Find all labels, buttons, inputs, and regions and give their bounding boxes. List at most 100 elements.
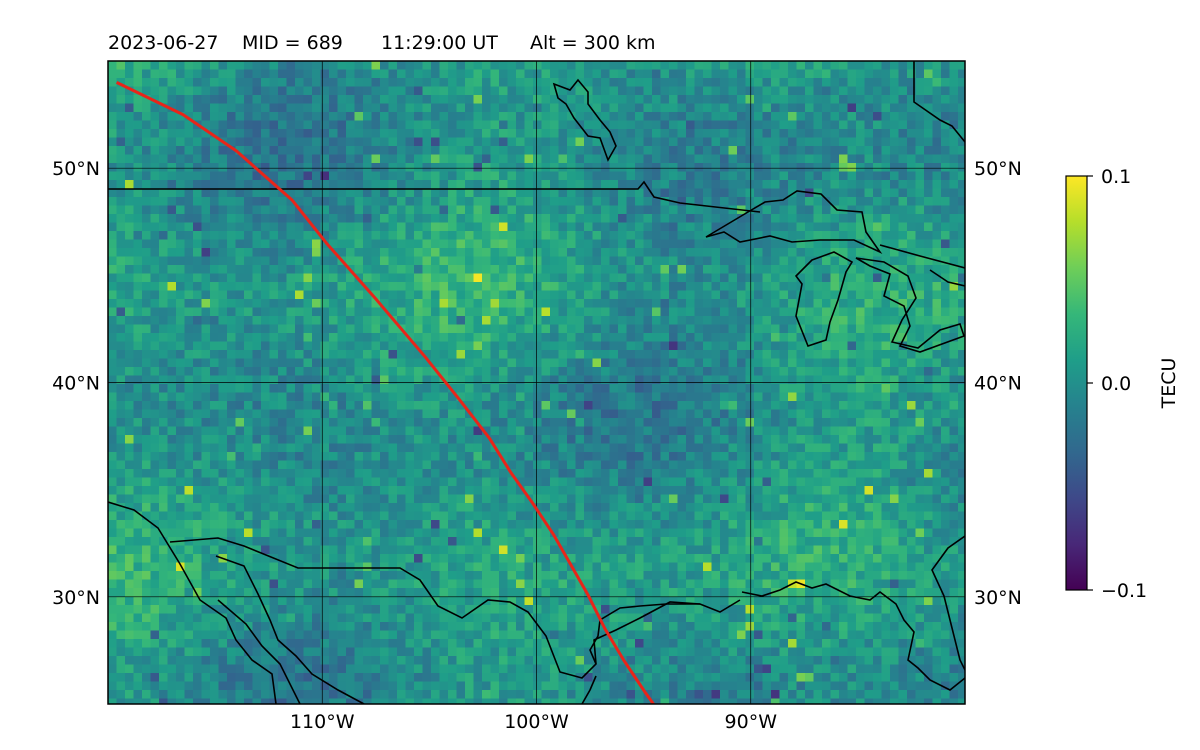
tec-cell: [329, 163, 339, 173]
tec-cell: [439, 469, 449, 479]
tec-cell: [218, 469, 228, 479]
tec-cell: [788, 95, 798, 105]
tec-cell: [694, 409, 704, 419]
tec-cell: [762, 452, 772, 462]
tec-cell: [405, 256, 415, 266]
tec-cell: [635, 358, 645, 368]
tec-cell: [490, 333, 500, 343]
tec-cell: [839, 435, 849, 445]
tec-cell: [771, 375, 781, 385]
tec-cell: [397, 95, 407, 105]
tec-cell: [592, 146, 602, 156]
tec-cell: [278, 61, 288, 71]
tec-cell: [881, 316, 891, 326]
tec-cell: [218, 69, 228, 79]
tec-cell: [133, 435, 143, 445]
tec-cell: [159, 197, 169, 207]
tec-cell: [116, 146, 126, 156]
tec-cell: [669, 188, 679, 198]
tec-cell: [184, 409, 194, 419]
tec-cell: [431, 265, 441, 275]
tec-cell: [890, 341, 900, 351]
tec-cell: [635, 69, 645, 79]
tec-cell: [142, 69, 152, 79]
tec-cell: [796, 418, 806, 428]
tec-cell: [873, 358, 883, 368]
tec-cell: [303, 435, 313, 445]
tec-cell: [618, 129, 628, 139]
tec-cell: [847, 120, 857, 130]
tec-cell: [805, 418, 815, 428]
tec-cell: [346, 61, 356, 71]
tec-cell: [320, 443, 330, 453]
tec-cell: [184, 435, 194, 445]
tec-cell: [550, 426, 560, 436]
tec-cell: [694, 256, 704, 266]
tec-cell: [626, 214, 636, 224]
tec-cell: [575, 95, 585, 105]
tec-cell: [312, 401, 322, 411]
tec-cell: [456, 443, 466, 453]
tec-cell: [473, 214, 483, 224]
tec-cell: [703, 273, 713, 283]
tec-cell: [643, 214, 653, 224]
tec-cell: [329, 341, 339, 351]
tec-cell: [524, 95, 534, 105]
tec-cell: [533, 333, 543, 343]
tec-cell: [728, 214, 738, 224]
tec-cell: [473, 282, 483, 292]
tec-cell: [524, 61, 534, 71]
tec-cell: [448, 384, 458, 394]
tec-cell: [252, 307, 262, 317]
tec-cell: [337, 273, 347, 283]
tec-cell: [890, 324, 900, 334]
tec-cell: [269, 358, 279, 368]
tec-cell: [720, 248, 730, 258]
tec-cell: [524, 197, 534, 207]
tec-cell: [312, 350, 322, 360]
tec-cell: [142, 256, 152, 266]
tec-cell: [286, 299, 296, 309]
tec-cell: [524, 273, 534, 283]
tec-cell: [312, 180, 322, 190]
tec-cell: [269, 435, 279, 445]
tec-cell: [932, 333, 942, 343]
tec-cell: [924, 205, 934, 215]
tec-cell: [898, 426, 908, 436]
tec-cell: [320, 239, 330, 249]
tec-cell: [482, 265, 492, 275]
tec-cell: [737, 222, 747, 232]
tec-cell: [796, 129, 806, 139]
tec-cell: [499, 460, 509, 470]
tec-cell: [575, 239, 585, 249]
tec-cell: [864, 401, 874, 411]
tec-cell: [133, 231, 143, 241]
tec-cell: [524, 69, 534, 79]
tec-cell: [533, 358, 543, 368]
tec-cell: [150, 103, 160, 113]
tec-cell: [499, 409, 509, 419]
tec-cell: [575, 290, 585, 300]
tec-cell: [584, 290, 594, 300]
tec-cell: [533, 299, 543, 309]
tec-cell: [754, 367, 764, 377]
tec-cell: [881, 341, 891, 351]
tec-cell: [694, 137, 704, 147]
tec-cell: [159, 375, 169, 385]
tec-cell: [643, 95, 653, 105]
tec-cell: [346, 273, 356, 283]
tec-cell: [524, 392, 534, 402]
tec-cell: [337, 129, 347, 139]
tec-cell: [405, 401, 415, 411]
tec-cell: [541, 86, 551, 96]
tec-cell: [142, 435, 152, 445]
tec-cell: [643, 418, 653, 428]
tec-cell: [805, 78, 815, 88]
tec-cell: [932, 392, 942, 402]
tec-cell: [575, 154, 585, 164]
tec-cell: [932, 426, 942, 436]
tec-cell: [371, 452, 381, 462]
tec-cell: [116, 231, 126, 241]
tec-cell: [295, 469, 305, 479]
tec-cell: [567, 392, 577, 402]
